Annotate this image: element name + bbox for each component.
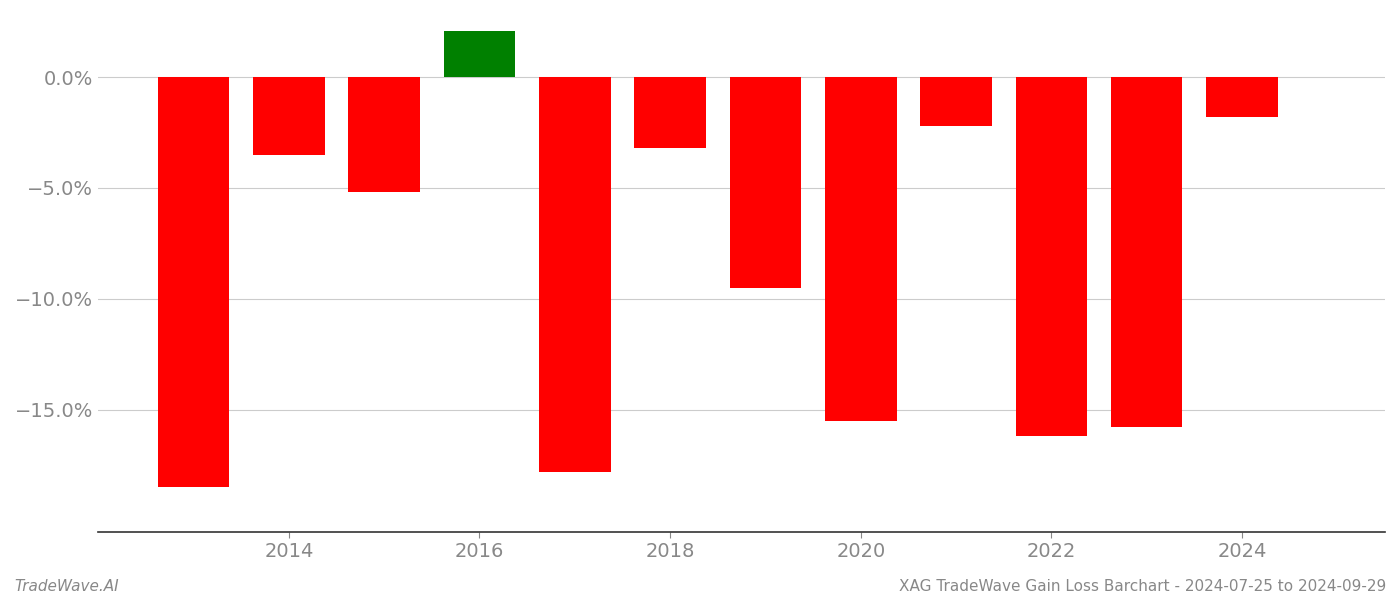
Bar: [1207, 77, 1278, 117]
Bar: [539, 77, 610, 472]
Bar: [825, 77, 896, 421]
Text: XAG TradeWave Gain Loss Barchart - 2024-07-25 to 2024-09-29: XAG TradeWave Gain Loss Barchart - 2024-…: [899, 579, 1386, 594]
Bar: [1112, 77, 1183, 427]
Bar: [349, 77, 420, 193]
Bar: [253, 77, 325, 155]
Bar: [920, 77, 991, 126]
Bar: [444, 31, 515, 77]
Bar: [634, 77, 706, 148]
Text: TradeWave.AI: TradeWave.AI: [14, 579, 119, 594]
Bar: [1015, 77, 1088, 436]
Bar: [158, 77, 230, 487]
Bar: [729, 77, 801, 288]
